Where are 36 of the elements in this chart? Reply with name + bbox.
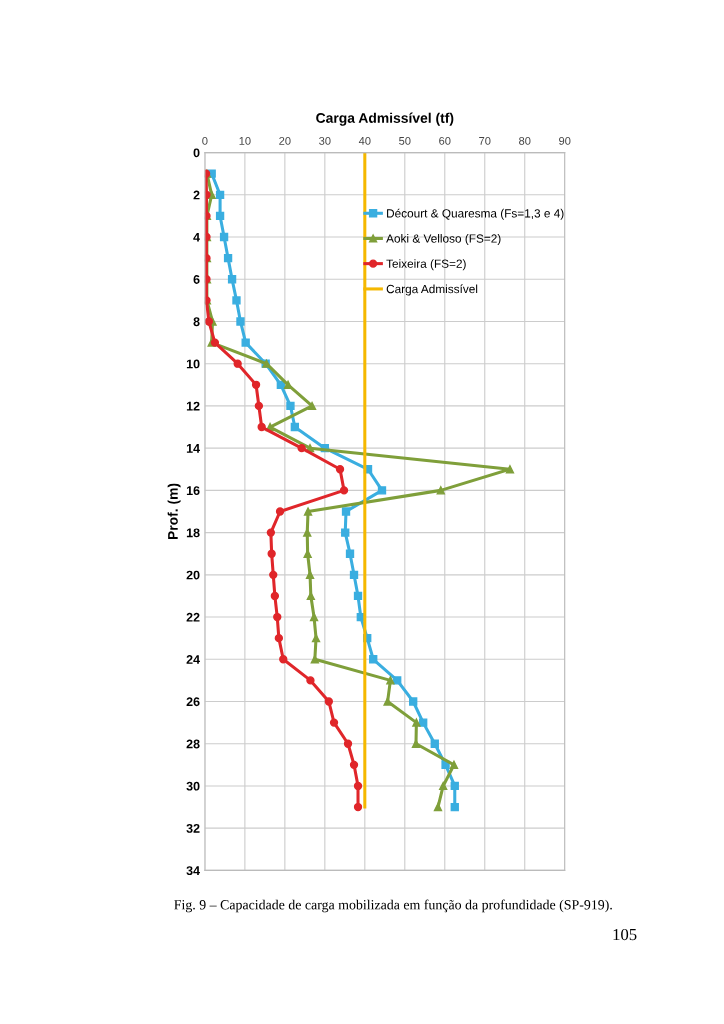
x-tick-label: 20 <box>279 136 291 145</box>
x-tick-label: 60 <box>439 136 451 145</box>
x-tick-label: 70 <box>479 136 491 145</box>
legend-label: Teixeira (FS=2) <box>386 259 466 271</box>
x-axis-title: Carga Admissível (tf) <box>316 112 454 126</box>
y-tick-label: 4 <box>193 232 200 242</box>
y-tick-label: 22 <box>186 612 200 622</box>
x-tick-label: 10 <box>239 136 251 145</box>
legend-label: Aoki & Velloso (FS=2) <box>386 234 501 246</box>
y-tick-label: 28 <box>186 739 200 749</box>
y-tick-label: 8 <box>193 317 200 327</box>
y-tick-label: 10 <box>186 359 200 369</box>
y-tick-label: 18 <box>186 528 200 538</box>
x-tick-label: 50 <box>399 136 411 145</box>
y-tick-label: 6 <box>193 275 200 284</box>
x-tick-label: 80 <box>519 136 531 145</box>
y-tick-label: 32 <box>186 823 200 833</box>
y-tick-label: 2 <box>193 190 200 200</box>
legend-label: Décourt & Quaresma (Fs=1,3 e 4) <box>387 208 564 220</box>
text: 105 <box>613 928 637 941</box>
x-tick-label: 40 <box>358 136 371 145</box>
y-tick-label: 34 <box>186 866 200 876</box>
y-axis-title: Prof. (m) <box>167 483 181 540</box>
x-tick-label: 90 <box>559 136 571 145</box>
y-tick-label: 14 <box>186 444 200 453</box>
y-tick-label: 26 <box>186 697 200 707</box>
y-tick-label: 20 <box>186 570 200 580</box>
x-tick-label: 0 <box>202 136 208 145</box>
y-tick-label: 24 <box>186 655 200 664</box>
y-tick-label: 0 <box>193 148 200 158</box>
x-tick-label: 30 <box>319 136 331 145</box>
y-tick-label: 12 <box>186 401 200 411</box>
y-tick-label: 30 <box>186 781 200 791</box>
y-tick-label: 16 <box>186 486 200 496</box>
caption: Fig. 9 – Capacidade de carga mobilizada em função da profundidade (SP-919). <box>174 899 612 913</box>
legend-label: Carga Admissível <box>386 284 478 296</box>
